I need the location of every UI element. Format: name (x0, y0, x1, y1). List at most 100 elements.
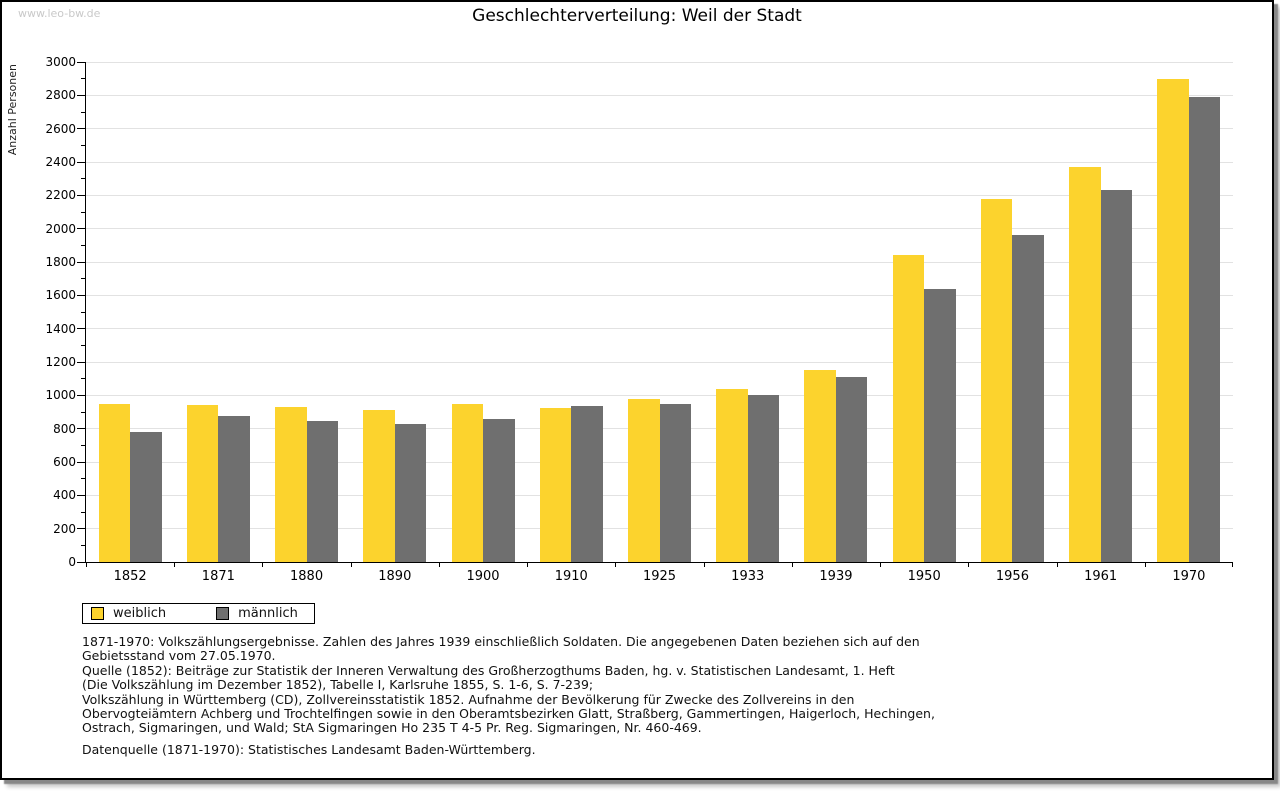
x-tick-12 (1144, 562, 1146, 567)
x-tick-0 (86, 562, 87, 567)
source-line-3: Quelle (1852): Beiträge zur Statistik de… (82, 662, 895, 678)
gridline-1800 (86, 261, 1233, 263)
source-line-6: Obervogteiämtern Achberg und Trochtelfin… (82, 706, 935, 722)
bar-männlich-1956 (1012, 235, 1044, 562)
gridline-2400 (86, 161, 1233, 163)
legend-label-männlich: männlich (238, 606, 298, 621)
x-tick-10 (968, 562, 970, 567)
bar-weiblich-1961 (1069, 167, 1101, 562)
bar-männlich-1950 (924, 289, 956, 562)
y-tick-label-600: 600 (53, 455, 76, 469)
x-tick-4 (438, 562, 440, 567)
gridline-2600 (86, 128, 1233, 130)
x-label-1880: 1880 (290, 569, 324, 584)
y-minor-tick-100 (81, 544, 85, 546)
x-tick-2 (262, 562, 264, 567)
y-minor-tick-2700 (81, 111, 85, 113)
chart-title: Geschlechterverteilung: Weil der Stadt (472, 6, 802, 26)
bar-weiblich-1910 (539, 408, 572, 562)
bar-männlich-1900 (483, 419, 515, 562)
legend: weiblich männlich (82, 603, 315, 624)
y-tick-label-800: 800 (53, 421, 76, 436)
y-minor-tick-2300 (81, 178, 85, 180)
y-minor-tick-300 (81, 511, 85, 513)
y-tick-label-2400: 2400 (45, 155, 76, 169)
gridline-1600 (86, 294, 1233, 296)
bar-weiblich-1871 (186, 405, 219, 562)
bar-weiblich-1956 (980, 199, 1013, 562)
x-tick-6 (615, 562, 617, 567)
y-axis-label: Anzahl Personen (6, 64, 19, 156)
y-tick-2600 (77, 128, 85, 130)
legend-item-weiblich: weiblich (91, 606, 166, 621)
y-tick-1800 (77, 261, 85, 263)
x-tick-13 (1232, 562, 1233, 567)
y-minor-tick-1100 (81, 378, 85, 380)
gridline-2000 (86, 228, 1233, 230)
bar-männlich-1970 (1188, 97, 1221, 562)
y-tick-800 (77, 428, 85, 430)
y-tick-label-2600: 2600 (45, 121, 76, 136)
y-tick-2000 (77, 228, 85, 230)
x-label-1900: 1900 (466, 569, 500, 584)
y-tick-label-2800: 2800 (45, 88, 76, 103)
y-tick-2400 (77, 161, 85, 163)
x-label-1871: 1871 (201, 569, 235, 584)
source-line-1: 1871-1970: Volkszählungsergebnisse. Zahl… (82, 634, 920, 649)
legend-swatch-weiblich (91, 607, 104, 620)
plot-area: 0 200 400 600 800 1000 1200 1400 1600 1800 2000 220… (45, 55, 1233, 584)
y-tick-label-0: 0 (68, 555, 76, 569)
source-note: 1871-1970: Volkszählungsergebnisse. Zahl… (82, 634, 935, 736)
y-tick-label-1200: 1200 (45, 355, 76, 369)
legend-swatch-männlich (216, 607, 230, 620)
y-tick-200 (77, 528, 85, 530)
bar-männlich-1880 (306, 421, 339, 562)
y-minor-tick-1500 (81, 311, 85, 313)
bar-weiblich-1880 (275, 407, 307, 562)
bar-männlich-1961 (1100, 190, 1133, 562)
x-tick-5 (527, 562, 529, 567)
bar-männlich-1925 (659, 404, 691, 562)
y-tick-2200 (77, 194, 85, 196)
x-label-1956: 1956 (995, 569, 1029, 584)
y-tick-600 (77, 461, 85, 463)
bar-weiblich-1933 (716, 389, 748, 562)
source-line-5: Volkszählung in Württemberg (CD), Zollve… (82, 691, 855, 707)
bar-männlich-1871 (218, 416, 250, 562)
bar-männlich-1939 (835, 377, 868, 562)
y-minor-tick-900 (81, 411, 85, 413)
y-tick-label-1000: 1000 (45, 388, 76, 403)
gridline-3000 (86, 61, 1233, 63)
source-line-4: (Die Volkszählung im Dezember 1852), Tab… (82, 677, 594, 693)
y-tick-label-1800: 1800 (45, 255, 76, 269)
y-tick-label-3000: 3000 (45, 55, 76, 69)
x-tick-1 (174, 562, 176, 567)
bar-weiblich-1900 (451, 404, 484, 562)
gridline-2800 (86, 94, 1233, 96)
y-minor-tick-1300 (81, 344, 85, 346)
bar-männlich-1852 (130, 432, 162, 562)
bar-weiblich-1852 (98, 404, 131, 562)
bar-weiblich-1950 (892, 255, 925, 562)
y-minor-tick-1700 (81, 278, 85, 280)
x-label-1910: 1910 (554, 569, 588, 584)
y-minor-tick-1900 (81, 244, 85, 246)
y-minor-tick-500 (81, 478, 85, 480)
bar-weiblich-1925 (628, 399, 660, 562)
bar-weiblich-1939 (804, 370, 836, 562)
gridline-1200 (86, 361, 1233, 363)
gridline-1000 (86, 394, 1233, 396)
x-label-1939: 1939 (819, 569, 853, 584)
gridline-1400 (86, 328, 1233, 330)
y-tick-1400 (77, 328, 85, 330)
y-tick-label-1400: 1400 (45, 321, 76, 336)
y-tick-label-1600: 1600 (45, 288, 76, 303)
x-label-1950: 1950 (907, 569, 941, 584)
y-minor-tick-2900 (81, 78, 85, 80)
watermark: www.leo-bw.de (18, 7, 101, 20)
x-label-1925: 1925 (642, 569, 677, 584)
datasource-note: Datenquelle (1871-1970): Statistisches L… (82, 742, 536, 757)
x-tick-11 (1056, 562, 1058, 567)
x-label-1852: 1852 (113, 569, 147, 584)
